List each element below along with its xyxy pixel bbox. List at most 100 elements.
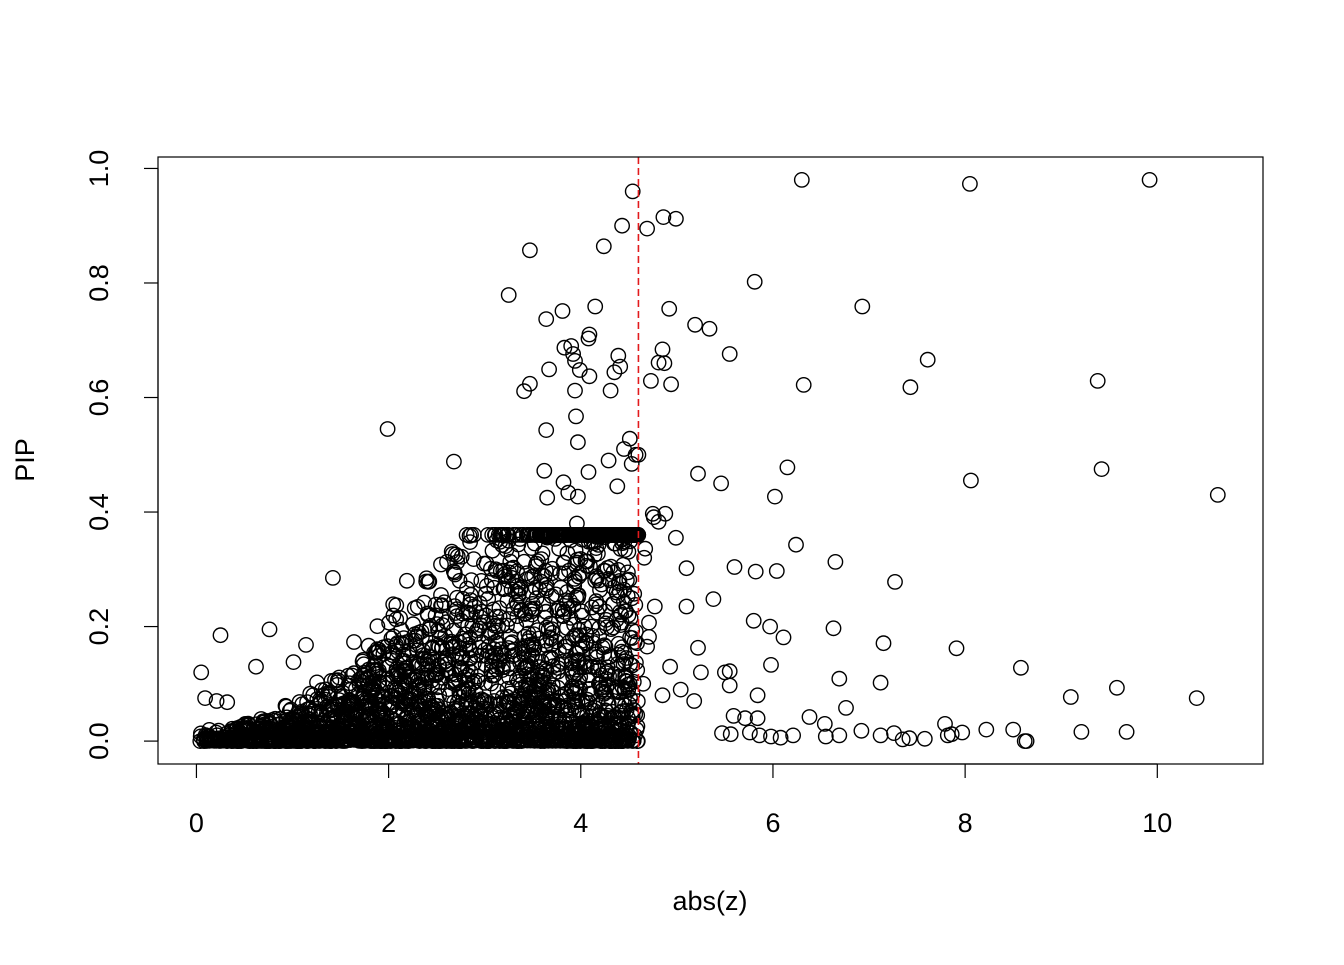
data-point xyxy=(265,733,282,749)
y-tick-label: 0.8 xyxy=(84,264,114,302)
data-point xyxy=(526,732,543,749)
data-point xyxy=(678,560,695,577)
data-point xyxy=(609,587,626,604)
data-point xyxy=(519,527,535,543)
data-point xyxy=(549,696,565,713)
data-point xyxy=(498,732,515,749)
y-tick-label: 0.0 xyxy=(84,722,114,760)
data-point xyxy=(562,610,579,626)
data-point xyxy=(767,488,783,505)
data-point xyxy=(591,708,607,724)
data-point xyxy=(544,625,561,641)
x-axis: 0 2 4 6 8 10 xyxy=(189,763,1172,838)
data-point xyxy=(886,725,902,741)
data-point xyxy=(948,640,965,657)
data-point xyxy=(749,687,766,704)
data-point xyxy=(301,700,318,717)
data-point xyxy=(563,338,580,354)
data-point xyxy=(460,636,477,653)
data-point xyxy=(517,606,534,622)
data-point xyxy=(492,652,509,669)
data-point xyxy=(569,515,585,532)
data-point xyxy=(546,665,562,682)
data-point xyxy=(509,724,526,741)
data-point xyxy=(566,693,582,710)
data-point xyxy=(1089,372,1106,389)
data-point xyxy=(343,694,360,711)
data-point xyxy=(1141,171,1158,188)
data-point xyxy=(396,664,413,680)
data-point xyxy=(610,347,627,364)
data-point xyxy=(449,554,466,570)
data-point xyxy=(400,721,417,738)
data-point xyxy=(439,661,456,678)
data-point xyxy=(379,670,396,687)
x-tick-label: 6 xyxy=(765,808,780,838)
data-point xyxy=(559,620,575,636)
data-point xyxy=(597,615,614,632)
data-point xyxy=(608,682,625,699)
data-point xyxy=(602,382,619,399)
data-point xyxy=(543,565,560,582)
data-point xyxy=(398,572,415,589)
data-point xyxy=(433,597,449,614)
data-point xyxy=(543,682,560,699)
data-point xyxy=(588,540,605,556)
data-point xyxy=(742,724,758,741)
data-point xyxy=(635,675,652,692)
data-point xyxy=(584,599,600,616)
data-point xyxy=(577,553,594,570)
data-point xyxy=(825,620,842,637)
data-point xyxy=(556,527,572,543)
data-point xyxy=(585,658,602,675)
data-point xyxy=(655,209,672,226)
data-point xyxy=(548,692,565,709)
data-point xyxy=(617,680,633,697)
data-point xyxy=(872,727,889,744)
data-point xyxy=(492,641,509,658)
data-point xyxy=(538,311,555,327)
data-point xyxy=(315,688,332,704)
data-point xyxy=(578,694,595,711)
data-point xyxy=(468,604,484,621)
data-point xyxy=(1062,689,1079,705)
data-point xyxy=(520,625,537,642)
y-axis-label: PIP xyxy=(10,438,40,482)
data-point xyxy=(539,489,556,506)
data-point xyxy=(943,726,960,743)
data-point xyxy=(289,729,306,746)
data-point xyxy=(500,611,517,627)
data-point xyxy=(398,634,415,651)
data-point xyxy=(954,724,971,741)
data-point xyxy=(419,707,436,724)
data-point xyxy=(324,570,341,586)
data-point xyxy=(570,488,586,505)
data-point xyxy=(398,709,415,726)
data-point xyxy=(449,731,466,748)
data-point xyxy=(526,650,543,667)
data-point xyxy=(281,725,298,742)
data-point xyxy=(281,712,298,729)
data-point xyxy=(668,210,684,227)
data-point xyxy=(509,608,526,625)
data-point xyxy=(333,707,349,724)
data-point xyxy=(590,537,607,553)
data-point xyxy=(534,712,551,729)
data-point xyxy=(444,646,461,663)
data-point xyxy=(624,630,641,646)
data-point xyxy=(541,361,557,378)
data-point xyxy=(598,527,615,543)
data-point xyxy=(520,676,537,693)
data-point xyxy=(762,618,778,635)
data-point xyxy=(445,453,462,470)
data-point xyxy=(477,732,493,749)
data-point xyxy=(504,710,521,727)
data-point xyxy=(343,725,360,742)
data-point xyxy=(1188,690,1205,706)
data-point xyxy=(721,346,738,362)
data-point xyxy=(418,667,434,684)
data-point xyxy=(512,581,529,598)
data-point xyxy=(626,585,643,602)
data-point xyxy=(693,664,709,681)
data-point xyxy=(872,674,889,691)
